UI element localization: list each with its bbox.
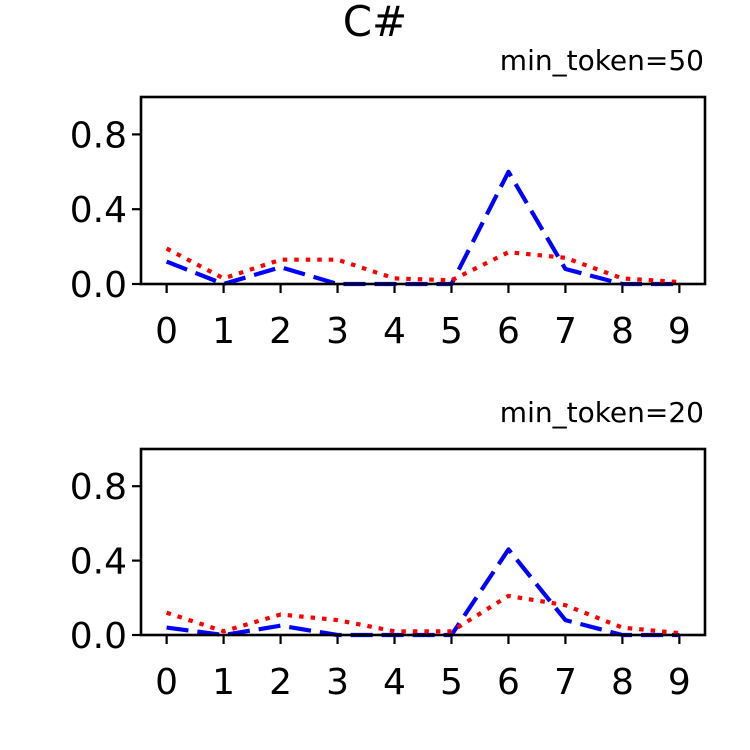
x-tick-label: 7 — [554, 311, 577, 352]
x-tick-label: 1 — [212, 662, 235, 703]
x-tick-label: 7 — [554, 662, 577, 703]
x-tick-label: 5 — [440, 662, 463, 703]
x-tick-label: 9 — [668, 662, 691, 703]
y-tick-label: 0.8 — [70, 115, 127, 156]
chart-panel-min-token-20: min_token=20 0.0 0.4 0.8 0 1 2 3 4 5 6 7 8 9 — [70, 396, 707, 703]
x-tick-label: 8 — [611, 311, 634, 352]
y-tick-label: 0.4 — [70, 542, 127, 583]
x-tick-label: 4 — [383, 662, 406, 703]
series-line-dotted — [165, 593, 680, 636]
y-tick-label: 0.0 — [70, 616, 127, 657]
x-tick-label: 0 — [155, 662, 178, 703]
x-tick-label: 9 — [668, 311, 691, 352]
panel-title: min_token=50 — [500, 44, 704, 77]
panel-marks: 0.0 0.4 0.8 0 1 2 3 4 5 6 7 8 9 — [70, 115, 691, 352]
series-line-dotted — [165, 246, 680, 285]
x-tick-label: 2 — [269, 311, 292, 352]
figure-title: C# — [343, 0, 408, 46]
x-tick-label: 6 — [497, 662, 520, 703]
x-tick-label: 1 — [212, 311, 235, 352]
x-tick-label: 4 — [383, 311, 406, 352]
chart-panel-min-token-50: min_token=50 0.0 0.4 0.8 0 1 2 3 4 5 6 7 8 9 — [70, 44, 707, 352]
panel-marks: 0.0 0.4 0.8 0 1 2 3 4 5 6 7 8 9 — [70, 467, 691, 703]
series-line-dashed — [166, 547, 680, 638]
x-tick-label: 8 — [611, 662, 634, 703]
plot-frame — [139, 95, 707, 286]
x-tick-label: 2 — [269, 662, 292, 703]
x-tick-label: 5 — [440, 311, 463, 352]
series-line-dashed — [165, 169, 680, 287]
x-tick-label: 3 — [326, 311, 349, 352]
panel-title: min_token=20 — [500, 396, 704, 429]
y-tick-label: 0.4 — [70, 190, 127, 231]
plot-frame — [139, 447, 707, 637]
y-tick-label: 0.0 — [70, 265, 127, 306]
x-tick-label: 0 — [155, 311, 178, 352]
y-tick-label: 0.8 — [70, 467, 127, 508]
x-tick-label: 6 — [497, 311, 520, 352]
x-tick-label: 3 — [326, 662, 349, 703]
